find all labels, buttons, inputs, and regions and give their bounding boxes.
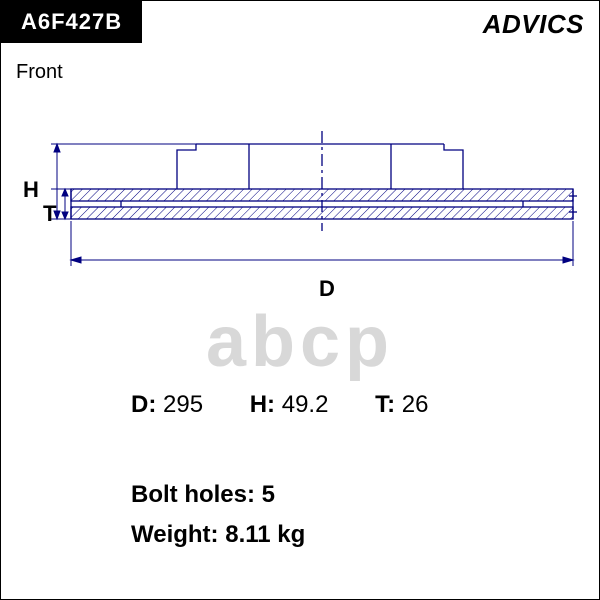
part-number-badge: A6F427B: [1, 1, 142, 43]
cross-section-diagram: [1, 126, 600, 356]
brake-disc-svg: [1, 126, 600, 286]
spec-d-label: D:: [131, 391, 156, 418]
weight-value: 8.11 kg: [225, 521, 305, 548]
spec-d-value: 295: [163, 391, 203, 418]
label-d: D: [319, 276, 335, 302]
bolt-holes-label: Bolt holes:: [131, 481, 255, 508]
weight-label: Weight:: [131, 521, 219, 548]
spec-bolt-holes: Bolt holes: 5: [131, 481, 275, 509]
spec-h-label: H:: [250, 391, 275, 418]
spec-dimensions: D: 295 H: 49.2 T: 26: [131, 391, 468, 419]
label-h: H: [23, 177, 39, 203]
bolt-holes-value: 5: [262, 481, 275, 508]
spec-weight: Weight: 8.11 kg: [131, 521, 305, 549]
brand-logo: ADVICS: [483, 9, 584, 40]
position-label: Front: [16, 61, 63, 84]
spec-t-value: 26: [402, 391, 429, 418]
label-t: T: [43, 201, 56, 227]
spec-h-value: 49.2: [282, 391, 329, 418]
spec-t-label: T:: [375, 391, 395, 418]
